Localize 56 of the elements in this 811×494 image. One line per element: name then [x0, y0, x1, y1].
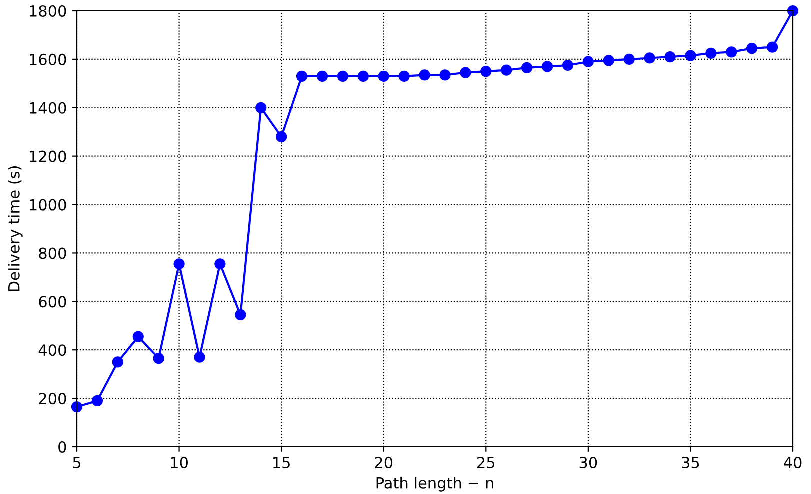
y-tick-label: 1200 — [30, 150, 66, 162]
point — [112, 356, 124, 368]
point — [787, 5, 799, 17]
point — [746, 42, 758, 54]
point — [276, 131, 288, 143]
point — [501, 64, 512, 76]
y-tick-label: 1400 — [30, 102, 66, 114]
point — [256, 102, 267, 114]
x-tick-label: 5 — [73, 457, 81, 469]
y-tick-label: 400 — [38, 344, 66, 356]
point — [726, 46, 738, 58]
x-tick-label: 25 — [478, 456, 495, 469]
point — [603, 55, 614, 66]
point — [562, 60, 574, 72]
point — [71, 401, 83, 413]
point — [174, 258, 185, 270]
point — [337, 70, 348, 82]
point — [92, 395, 104, 407]
x-tick-label: 20 — [375, 456, 393, 469]
point — [685, 50, 696, 62]
point — [440, 70, 451, 81]
point — [766, 42, 778, 53]
point — [522, 62, 533, 74]
point — [132, 331, 144, 342]
y-tick-label: 800 — [39, 248, 66, 260]
point — [480, 66, 492, 78]
point — [706, 48, 717, 59]
point — [419, 70, 430, 81]
x-tick-label: 15 — [274, 457, 290, 469]
point — [235, 309, 246, 321]
point — [460, 67, 472, 78]
y-tick-label: 1600 — [30, 54, 66, 66]
point — [582, 56, 594, 68]
y-tick-label: 200 — [39, 393, 66, 405]
y-tick-label: 0 — [58, 441, 66, 454]
point — [542, 61, 554, 72]
y-axis-title: Delivery time (s) — [8, 166, 23, 292]
x-tick-label: 35 — [682, 456, 700, 469]
y-tick-label: 1800 — [30, 5, 66, 18]
x-axis-title: Path length − n — [376, 477, 494, 492]
y-tick-label: 600 — [39, 296, 66, 308]
y-tick-label: 1000 — [30, 199, 66, 211]
point — [378, 70, 390, 82]
point — [624, 54, 635, 65]
point — [644, 52, 656, 64]
point — [316, 70, 328, 82]
point — [194, 352, 206, 363]
point — [214, 258, 226, 270]
point — [398, 70, 410, 82]
x-tick-label: 10 — [171, 456, 188, 469]
point — [296, 70, 308, 82]
x-tick-label: 30 — [580, 456, 598, 469]
point — [664, 51, 676, 63]
point — [153, 353, 164, 364]
x-tick-label: 40 — [784, 456, 802, 469]
point — [358, 70, 369, 82]
